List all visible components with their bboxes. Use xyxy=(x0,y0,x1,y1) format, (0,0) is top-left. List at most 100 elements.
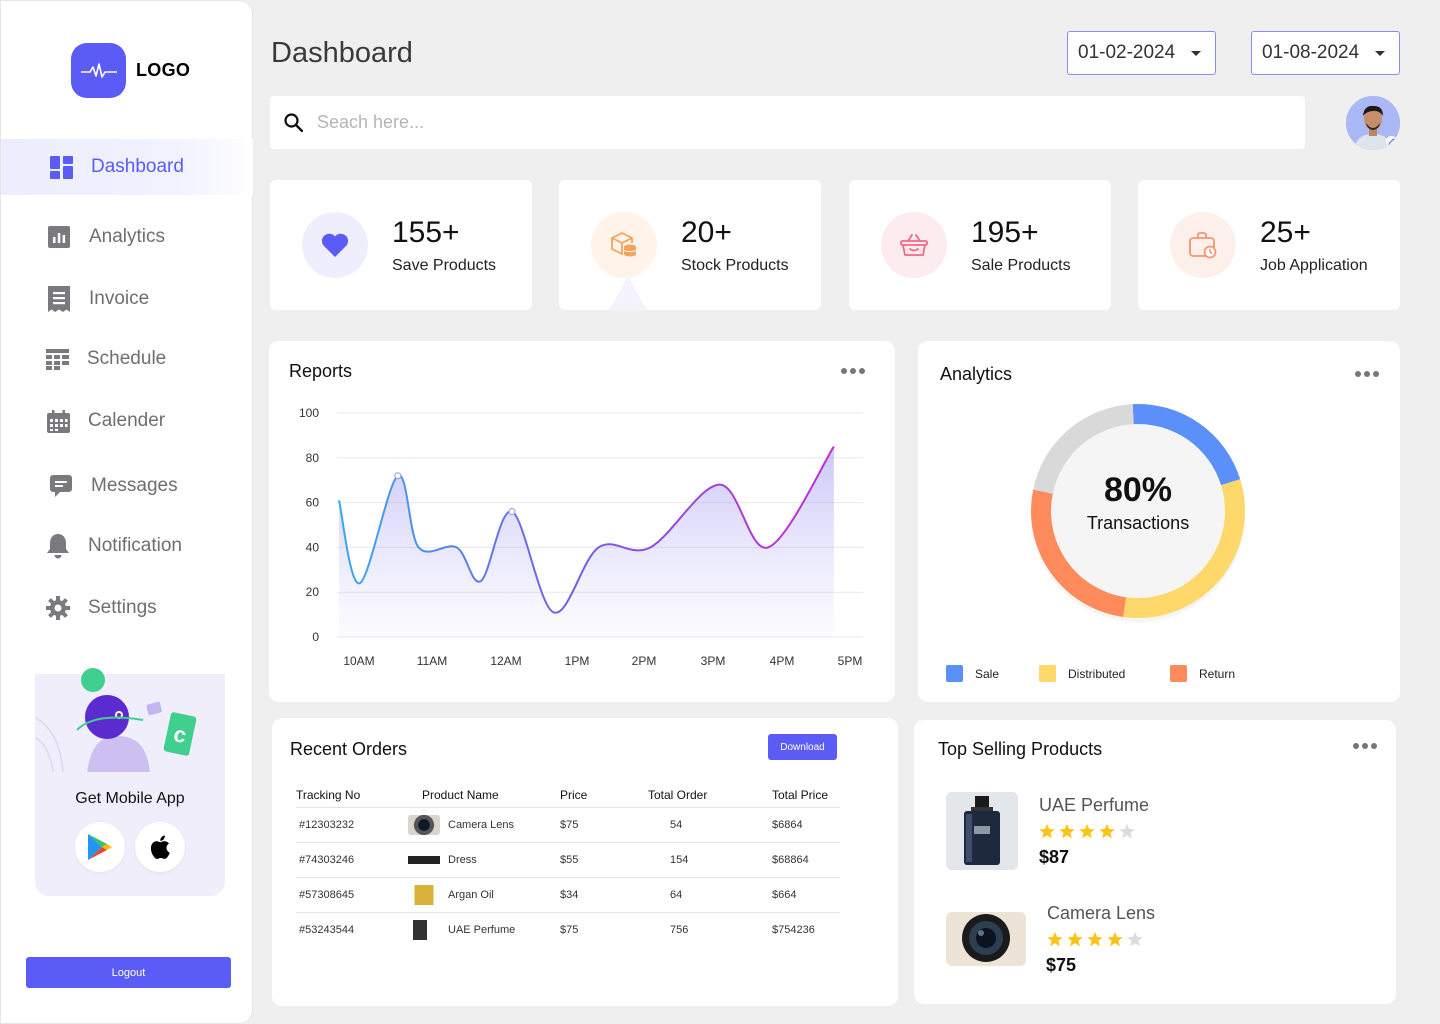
legend-item-sale: Sale xyxy=(946,665,999,682)
price-cell: $34 xyxy=(560,876,644,912)
table-row[interactable]: #57308645 Argan Oil $34 64 $664 xyxy=(296,876,840,912)
sidebar-item-label: Notification xyxy=(88,535,182,556)
search-bar xyxy=(270,96,1305,149)
total-order-cell: 64 xyxy=(644,876,752,912)
reports-more-icon[interactable] xyxy=(841,368,865,374)
column-header: Total Price xyxy=(772,787,829,802)
logout-button[interactable]: Logout xyxy=(26,957,231,988)
table-row[interactable]: #53243544 UAE Perfume $75 756 $754236 xyxy=(296,911,840,947)
dress-thumb xyxy=(408,849,440,870)
column-header: Price xyxy=(560,787,588,802)
sidebar-item-messages[interactable]: Messages xyxy=(1,458,253,514)
logo-pulse-icon xyxy=(71,43,126,98)
argan-oil-thumb xyxy=(408,884,440,905)
perfume-bottle-image xyxy=(946,792,1018,870)
donut-slice-return xyxy=(1031,489,1126,617)
sidebar-item-schedule[interactable]: Schedule xyxy=(1,331,253,387)
sidebar-item-label: Schedule xyxy=(87,348,167,369)
sidebar-item-dashboard[interactable]: Dashboard xyxy=(1,139,253,195)
sidebar-item-settings[interactable]: Settings xyxy=(1,580,253,636)
sidebar-item-notification[interactable]: Notification xyxy=(1,518,253,574)
legend-swatch xyxy=(1170,665,1187,682)
edit-avatar-icon[interactable] xyxy=(1386,136,1397,147)
x-tick-label: 12AM xyxy=(490,654,521,668)
sidebar-item-analytics[interactable]: Analytics xyxy=(1,209,253,265)
y-tick-label: 40 xyxy=(306,540,320,554)
reports-line-chart: 0 20 40 60 80 100 10AM 11AM 12AM 1PM 2PM 3PM 4PM 5PM xyxy=(299,406,863,668)
top-selling-title: Top Selling Products xyxy=(938,739,1103,759)
gear-icon xyxy=(46,596,70,620)
column-header: Product Name xyxy=(422,787,499,802)
product-name[interactable]: Camera Lens xyxy=(1047,903,1156,923)
data-point xyxy=(508,508,516,516)
x-tick-label: 4PM xyxy=(770,654,795,668)
camera-lens-image xyxy=(946,912,1026,966)
star-filled-icon xyxy=(1059,824,1075,839)
product-image-perfume[interactable] xyxy=(946,792,1018,870)
analytics-title: Analytics xyxy=(940,364,1013,384)
sidebar-item-label: Settings xyxy=(88,597,157,618)
stat-icon-circle xyxy=(881,212,947,278)
app-store-button[interactable] xyxy=(135,822,185,872)
date-to-value: 01-08-2024 xyxy=(1262,42,1360,63)
legend-label: Sale xyxy=(975,666,1000,681)
stat-label: Job Application xyxy=(1260,257,1368,274)
legend-item-distributed: Distributed xyxy=(1039,665,1125,682)
google-play-icon xyxy=(88,834,112,860)
promo-title: Get Mobile App xyxy=(75,790,185,807)
analytics-more-icon[interactable] xyxy=(1355,371,1379,377)
orders-table: Tracking No Product Name Price Total Ord… xyxy=(296,783,840,947)
x-tick-label: 2PM xyxy=(632,654,657,668)
sidebar-item-invoice[interactable]: Invoice xyxy=(1,271,253,327)
date-to-select[interactable]: 01-08-2024 xyxy=(1251,31,1400,75)
logo-text: LOGO xyxy=(136,60,191,80)
series-area xyxy=(339,446,834,637)
top-selling-more-icon[interactable] xyxy=(1353,743,1377,749)
star-filled-icon xyxy=(1067,932,1083,947)
donut-center-label: Transactions xyxy=(1086,513,1190,533)
product-price: $75 xyxy=(1046,955,1077,975)
star-filled-icon xyxy=(1047,932,1063,947)
logo[interactable]: LOGO xyxy=(71,43,190,98)
google-play-button[interactable] xyxy=(75,822,125,872)
product-image-camera-lens[interactable] xyxy=(946,912,1026,966)
x-tick-label: 3PM xyxy=(701,654,726,668)
legend-swatch xyxy=(946,665,963,682)
date-from-select[interactable]: 01-02-2024 xyxy=(1067,31,1216,75)
recent-orders-panel: Recent Orders Download Tracking No Produ… xyxy=(272,718,898,1006)
basket-icon xyxy=(900,234,928,256)
sidebar-item-calender[interactable]: Calender xyxy=(1,393,253,449)
briefcase-icon xyxy=(1189,232,1217,259)
stat-card-sale-products: 195+ Sale Products xyxy=(849,180,1111,310)
avatar[interactable] xyxy=(1346,96,1400,150)
product-name: UAE Perfume xyxy=(448,923,516,936)
messages-icon xyxy=(49,474,73,498)
donut-slice-remaining xyxy=(1033,404,1134,494)
invoice-icon xyxy=(47,286,71,312)
x-tick-label: 11AM xyxy=(417,654,447,668)
search-input[interactable] xyxy=(317,112,1217,133)
stat-card-job-application: 25+ Job Application xyxy=(1138,180,1400,310)
tracking-number: #74303246 xyxy=(296,841,408,877)
star-filled-icon xyxy=(1039,824,1055,839)
product-name[interactable]: UAE Perfume xyxy=(1039,795,1150,815)
legend-item-return: Return xyxy=(1170,665,1235,682)
total-price-cell: $68864 xyxy=(752,841,840,877)
table-row[interactable]: #74303246 Dress $55 154 $68864 xyxy=(296,841,840,877)
chevron-down-icon xyxy=(1191,50,1201,56)
star-empty-icon xyxy=(1127,932,1143,947)
total-price-cell: $664 xyxy=(752,876,840,912)
star-empty-icon xyxy=(1119,824,1135,839)
sidebar-item-label: Analytics xyxy=(89,226,166,247)
stat-value: 155+ xyxy=(392,216,460,249)
table-row[interactable]: #12303232 Camera Lens $75 54 $6864 xyxy=(296,806,840,842)
camera-lens-thumb xyxy=(408,814,440,835)
y-tick-label: 0 xyxy=(312,630,319,644)
stat-card-stock-products: 20+ Stock Products xyxy=(559,180,821,310)
star-filled-icon xyxy=(1079,824,1095,839)
promo-illustration: c xyxy=(35,668,197,772)
download-button[interactable]: Download xyxy=(768,734,837,760)
legend-label: Distributed xyxy=(1068,666,1126,681)
stat-icon-circle xyxy=(591,212,657,278)
column-header: Total Order xyxy=(648,787,708,802)
